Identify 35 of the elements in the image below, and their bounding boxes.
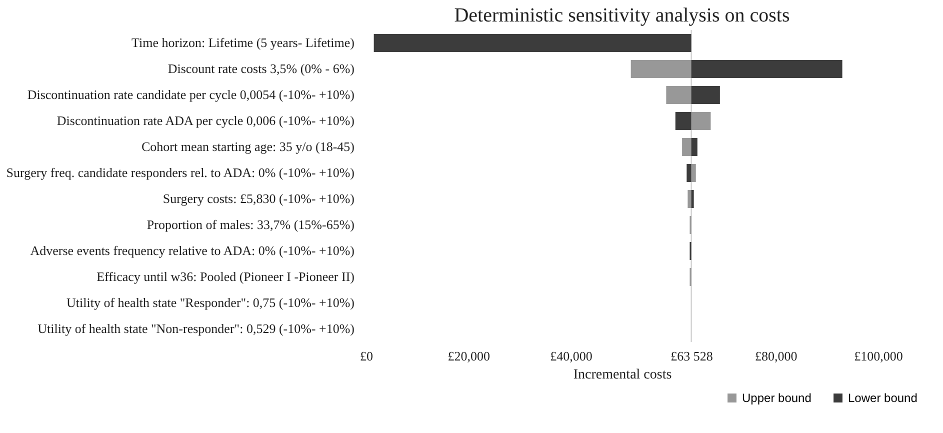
x-tick-label: £20,000: [448, 348, 490, 364]
bar: [666, 86, 692, 104]
y-tick-label: Utility of health state "Non-responder": 0,529 (-10%- +10%): [38, 321, 354, 336]
y-tick-label: Discount rate costs 3,5% (0% - 6%): [168, 61, 354, 76]
bar: [686, 164, 692, 182]
bar: [374, 34, 692, 52]
bar: [691, 164, 696, 182]
legend-label: Lower bound: [848, 391, 918, 405]
y-tick-label: Discontinuation rate candidate per cycle 0,0054 (-10%- +10%): [27, 87, 354, 102]
bar: [688, 190, 692, 208]
y-tick-label: Adverse events frequency relative to ADA: 0% (-10%- +10%): [30, 243, 354, 258]
bar: [682, 138, 692, 156]
y-tick-label: Time horizon: Lifetime (5 years- Lifetime): [132, 35, 354, 50]
y-tick-label: Proportion of males: 33,7% (15%-65%): [146, 217, 354, 232]
bar: [691, 190, 694, 208]
bar: [675, 112, 692, 130]
legend-label: Upper bound: [742, 391, 812, 405]
chart-title: Deterministic sensitivity analysis on costs: [454, 4, 790, 26]
y-tick-label: Cohort mean starting age: 35 y/o (18-45): [141, 139, 354, 154]
x-tick-label: £100,000: [854, 348, 903, 364]
y-tick-label: Utility of health state "Responder": 0,75 (-10%- +10%): [66, 295, 354, 310]
x-axis-title: Incremental costs: [573, 368, 672, 382]
y-tick-label: Surgery freq. candidate responders rel. to ADA: 0% (-10%- +10%): [6, 165, 354, 180]
bar: [691, 86, 720, 104]
x-tick-label: £80,000: [754, 348, 798, 364]
x-tick-label: £0: [360, 348, 373, 364]
bar: [630, 60, 692, 78]
bar: [691, 138, 698, 156]
x-tick-label: £40,000: [550, 348, 592, 364]
x-tick-label: £63 528: [670, 348, 713, 364]
bar: [691, 112, 711, 130]
y-tick-label: Surgery costs: £5,830 (-10%- +10%): [162, 191, 354, 206]
y-tick-label: Discontinuation rate ADA per cycle 0,006 (-10%- +10%): [56, 113, 354, 128]
bar: [691, 60, 842, 78]
y-tick-label: Efficacy until w36: Pooled (Pioneer I -Pioneer II): [96, 269, 354, 284]
